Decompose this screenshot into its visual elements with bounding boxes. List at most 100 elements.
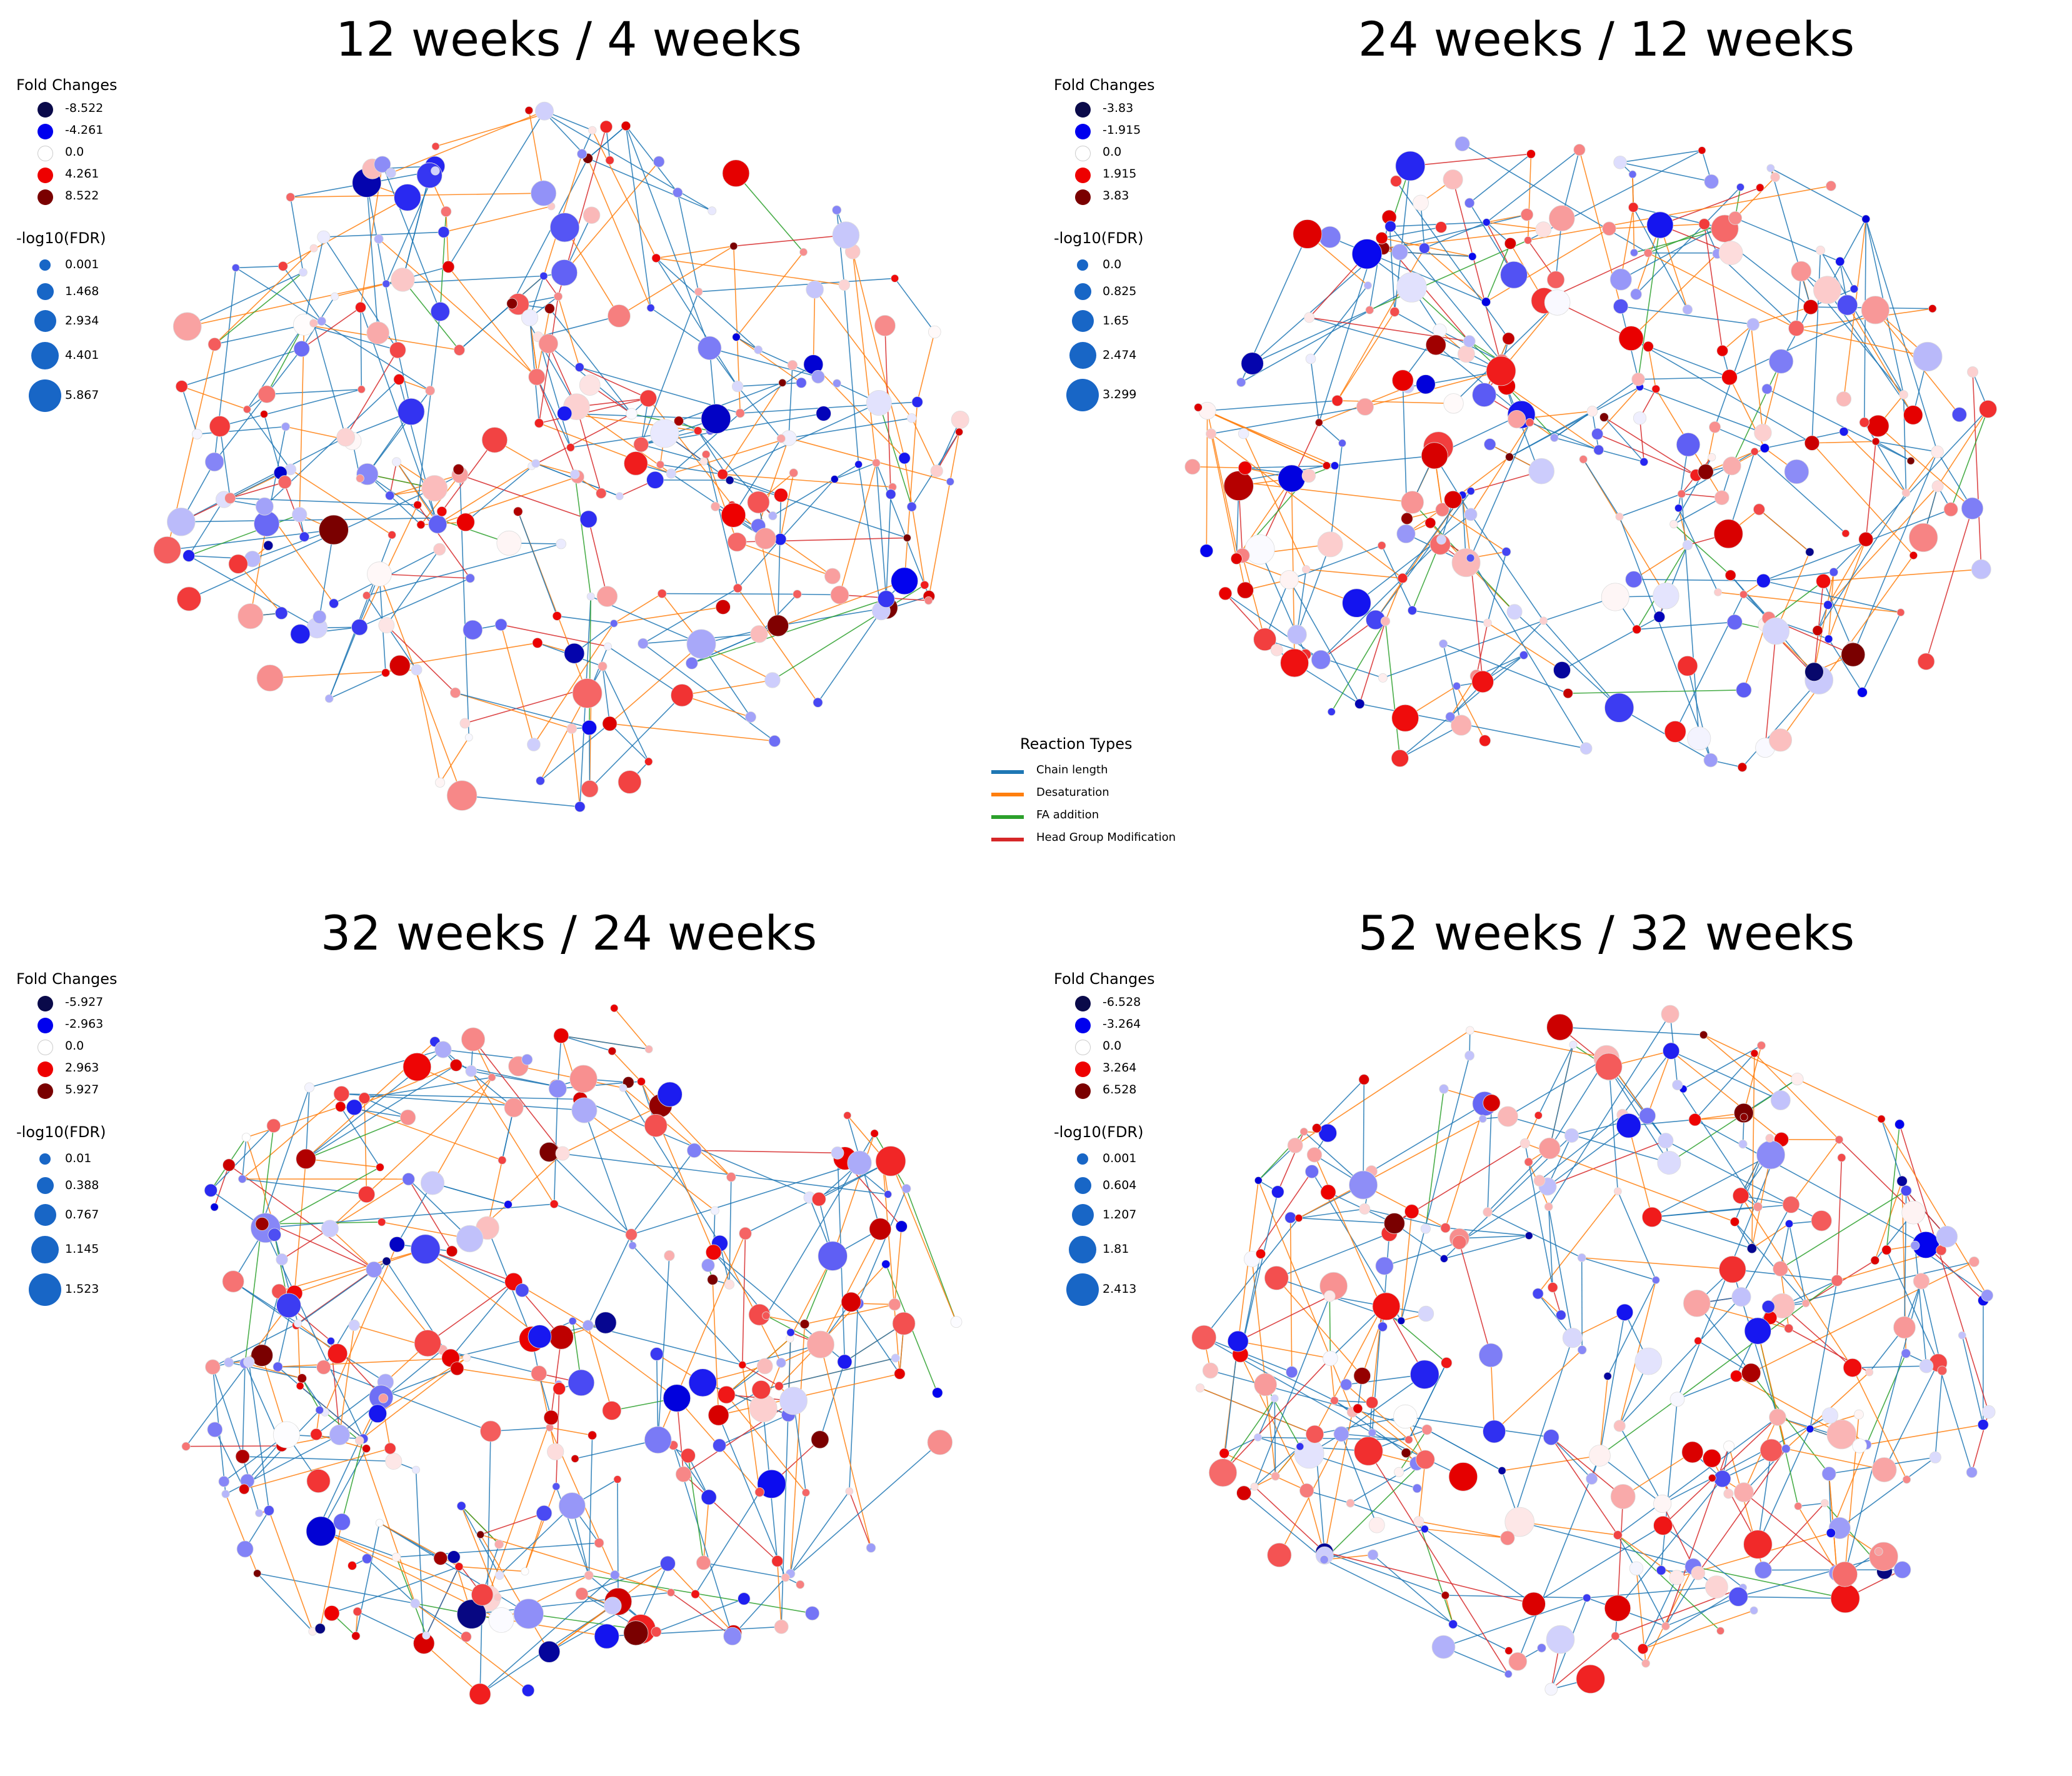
reaction-edge — [820, 1344, 872, 1548]
reaction-edge — [1548, 1207, 1553, 1288]
lipid-node — [928, 325, 941, 339]
lipid-node — [1901, 1200, 1926, 1225]
reaction-edge — [1780, 1190, 1907, 1270]
lipid-node — [1651, 1276, 1660, 1285]
lipid-node — [317, 230, 331, 244]
reaction-edge — [656, 1598, 744, 1633]
lipid-node — [579, 374, 601, 396]
lipid-node — [583, 206, 601, 224]
reaction-edge — [657, 1255, 670, 1440]
lipid-node — [1768, 349, 1794, 374]
lipid-node — [496, 530, 522, 556]
fdr-label: 2.413 — [1103, 1282, 1137, 1296]
reaction-edge — [188, 555, 318, 628]
reaction-edge — [587, 158, 651, 308]
reaction-edge — [257, 1573, 416, 1604]
lipid-node — [1826, 1528, 1836, 1538]
lipid-node — [207, 1422, 223, 1438]
lipid-node — [1968, 1256, 1979, 1267]
reaction-edge — [1398, 1429, 1428, 1473]
lipid-node — [290, 624, 311, 645]
reaction-edge — [1290, 1217, 1394, 1224]
lipid-node — [1448, 1619, 1458, 1629]
lipid-node — [1241, 352, 1264, 375]
lipid-node — [378, 1393, 389, 1403]
reaction-edge — [538, 336, 571, 448]
lipid-node — [1330, 461, 1339, 470]
reaction-edge — [703, 1497, 709, 1563]
reaction-edge — [1470, 422, 1531, 515]
lipid-node — [1768, 728, 1793, 752]
lipid-node — [1468, 252, 1477, 261]
reaction-edge — [443, 206, 552, 233]
lipid-node — [1639, 458, 1649, 466]
reaction-edge — [1866, 1353, 1907, 1445]
node-group — [1184, 136, 1997, 773]
lipid-node — [735, 408, 745, 418]
reaction-edge — [1519, 1521, 1694, 1567]
fdr-legend-entry: 1.65 — [1054, 305, 1179, 337]
fdr-size-marker — [1077, 259, 1088, 271]
reaction-edge — [465, 463, 536, 523]
lipid-node — [1861, 214, 1871, 224]
lipid-node — [1236, 581, 1254, 599]
lipid-node — [1454, 136, 1470, 152]
lipid-node — [1773, 1261, 1788, 1277]
lipid-node — [1641, 1207, 1663, 1228]
lipid-node — [304, 1082, 314, 1093]
fdr-size-marker — [31, 342, 59, 369]
reaction-edge — [789, 1492, 807, 1574]
reaction-edge — [1551, 1635, 1616, 1690]
lipid-node — [1599, 413, 1609, 422]
lipid-node — [438, 226, 450, 238]
reaction-edge — [718, 1373, 900, 1416]
reaction-edge — [936, 419, 961, 471]
reaction-edge — [1350, 1463, 1418, 1504]
fdr-label: 5.867 — [65, 388, 99, 402]
lipid-node — [1483, 618, 1492, 628]
lipid-node — [745, 711, 757, 723]
reaction-edge — [1937, 408, 1989, 487]
lipid-node — [1591, 428, 1604, 440]
lipid-node — [1416, 374, 1436, 394]
fdr-size-marker — [1069, 342, 1096, 369]
reaction-edge — [1399, 655, 1524, 759]
lipid-node — [951, 411, 969, 429]
reaction-edge — [435, 113, 546, 147]
lipid-node — [1219, 1448, 1230, 1459]
reaction-types-legend: Reaction Types Chain length Desaturation… — [983, 735, 1176, 851]
reaction-edge — [1714, 426, 1765, 449]
lipid-node — [1464, 1050, 1475, 1061]
lipid-node — [1208, 1458, 1238, 1487]
fold-change-legend-entry: -5.927 — [16, 993, 141, 1015]
lipid-node — [1721, 369, 1738, 386]
lipid-node — [1698, 464, 1714, 480]
lipid-node — [1393, 1404, 1418, 1429]
reaction-edge — [539, 423, 672, 474]
reaction-edge — [602, 666, 611, 724]
fold-change-swatch — [1075, 189, 1091, 205]
lipid-node — [847, 1150, 872, 1175]
reaction-edge — [1559, 1026, 1704, 1036]
lipid-node — [393, 374, 405, 386]
lipid-node — [1616, 1113, 1641, 1138]
reaction-edge — [1839, 1457, 1936, 1529]
lipid-node — [1524, 236, 1532, 244]
reaction-edge — [1853, 451, 1938, 655]
reaction-edge — [279, 1248, 426, 1292]
reaction-edge — [788, 438, 951, 483]
reaction-edge — [1418, 1521, 1454, 1625]
lipid-node — [801, 1488, 810, 1497]
lipid-node — [799, 1319, 810, 1329]
reaction-edge — [904, 458, 926, 585]
lipid-node — [374, 156, 391, 173]
lipid-node — [774, 533, 787, 546]
reaction-edge — [1486, 221, 1544, 230]
reaction-edge — [386, 625, 456, 693]
lipid-node — [547, 1443, 564, 1460]
lipid-node — [1756, 573, 1771, 588]
reaction-edge — [471, 1070, 555, 1205]
lipid-node — [1270, 1394, 1279, 1403]
lipid-node — [1835, 256, 1845, 266]
lipid-node — [356, 474, 364, 483]
